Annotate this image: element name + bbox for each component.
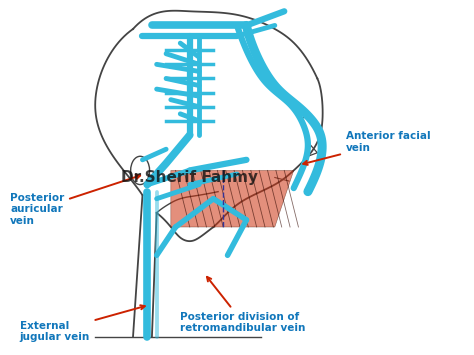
Text: Anterior facial
vein: Anterior facial vein — [303, 131, 430, 165]
Text: Dr.Sherif Fahmy: Dr.Sherif Fahmy — [121, 170, 258, 185]
Polygon shape — [171, 170, 294, 227]
Text: Posterior division of
retromandibular vein: Posterior division of retromandibular ve… — [180, 277, 306, 333]
Text: Posterior
auricular
vein: Posterior auricular vein — [10, 175, 140, 226]
Text: External
jugular vein: External jugular vein — [19, 305, 145, 342]
